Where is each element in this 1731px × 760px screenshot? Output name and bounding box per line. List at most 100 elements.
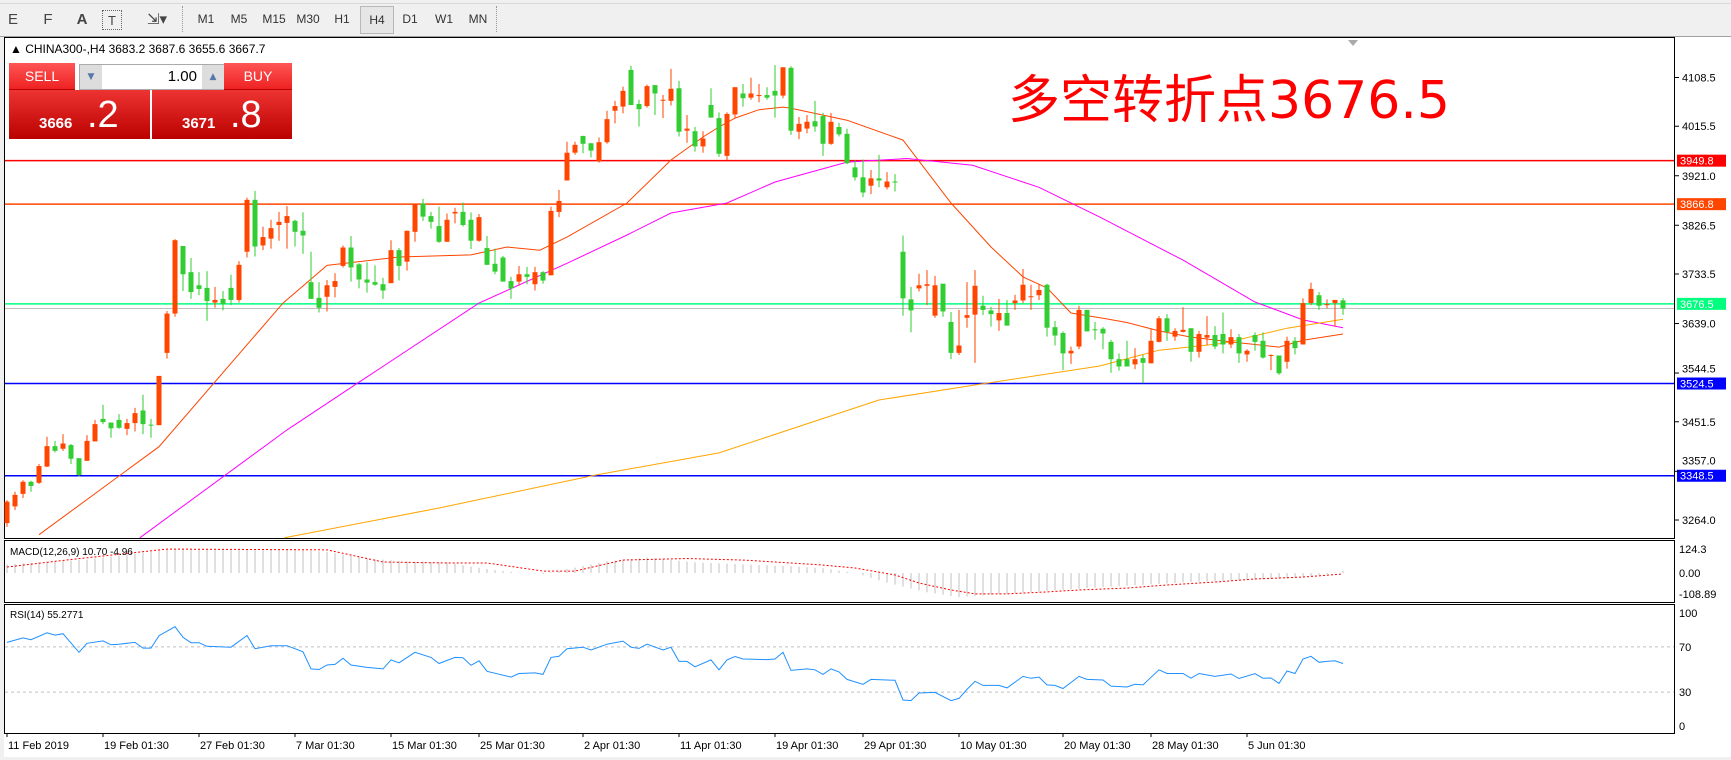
candle [812, 100, 818, 132]
candle [1252, 332, 1258, 351]
candle-body [932, 285, 938, 316]
time-axis-label: 5 Jun 01:30 [1248, 740, 1306, 752]
time-axis-label: 11 Apr 01:30 [680, 740, 742, 752]
lot-size-input[interactable]: 1.00 [167, 68, 197, 85]
candle [876, 154, 882, 188]
candle [404, 230, 410, 271]
pivot-annotation-text: 多空转折点3676.5 [1008, 71, 1450, 131]
lot-decrease-icon[interactable]: ▼ [80, 65, 102, 89]
candle-body [1236, 337, 1242, 354]
candle [1236, 333, 1242, 363]
candle [252, 190, 258, 257]
candle-body [292, 220, 298, 232]
candle [276, 211, 282, 241]
candle [116, 414, 122, 429]
candle [412, 204, 418, 242]
candle-body [1084, 309, 1090, 332]
elliott-wave-icon[interactable]: E [7, 10, 18, 28]
time-axis-label: 10 May 01:30 [960, 740, 1027, 752]
candle [924, 270, 930, 306]
candle-body [172, 240, 178, 314]
arrows-dropdown-icon[interactable]: ⇲ ▾ [140, 6, 174, 32]
timeframe-m30[interactable]: M30 [296, 12, 320, 26]
candle [1284, 336, 1290, 369]
candle [36, 463, 42, 484]
candle [804, 114, 810, 134]
candle-body [44, 446, 50, 467]
candle [852, 160, 858, 181]
candle-body [452, 211, 458, 214]
candle-body [1220, 333, 1226, 345]
time-axis-label: 11 Feb 2019 [8, 740, 69, 752]
price-axis-label: 3544.5 [1682, 364, 1716, 376]
candle [84, 435, 90, 461]
candle-body [772, 90, 778, 96]
lot-increase-icon[interactable]: ▲ [202, 65, 224, 89]
candle [444, 213, 450, 242]
candle-body [476, 217, 482, 241]
menu-strip [0, 0, 1731, 4]
candle-body [52, 446, 58, 451]
candle [1332, 299, 1338, 327]
buy-price-box[interactable]: 3671 .8 [152, 90, 292, 139]
timeframe-h1[interactable]: H1 [334, 12, 350, 26]
timeframe-m5[interactable]: M5 [230, 12, 248, 26]
collapse-triangle-icon[interactable]: ▲ [10, 42, 26, 56]
chart-shift-marker-icon[interactable] [1348, 40, 1358, 46]
sell-price-box[interactable]: 3666 .2 [9, 90, 150, 139]
candle [500, 255, 506, 282]
timeframe-w1[interactable]: W1 [435, 12, 453, 26]
text-icon[interactable]: A [76, 10, 88, 28]
candle [556, 189, 562, 218]
timeframe-h4[interactable]: H4 [360, 6, 394, 34]
candle-body [1044, 284, 1050, 328]
candle-body [1132, 359, 1138, 365]
lot-size-stepper[interactable]: ▼ 1.00 ▲ [79, 64, 225, 90]
candle-body [180, 245, 186, 275]
fibonacci-icon[interactable]: F [43, 10, 53, 28]
candle-body [828, 121, 834, 144]
candle-body [428, 216, 434, 222]
candle [516, 265, 522, 286]
timeframe-mn[interactable]: MN [468, 12, 488, 26]
sell-button[interactable]: SELL [9, 63, 75, 90]
price-tag [1677, 154, 1726, 167]
price-tag-label: 3676.5 [1680, 299, 1714, 311]
candle [100, 404, 106, 425]
candle-body [1100, 328, 1106, 334]
time-axis-label: 19 Apr 01:30 [776, 740, 838, 752]
candle [1204, 316, 1210, 346]
candle-body [404, 230, 410, 262]
timeframe-d1[interactable]: D1 [402, 12, 418, 26]
candle-body [332, 281, 338, 287]
price-axis-label: 3921.0 [1682, 171, 1716, 183]
candle-body [1068, 350, 1074, 354]
candle [324, 280, 330, 312]
candle [188, 258, 194, 299]
text-label-icon[interactable]: T [102, 10, 122, 30]
candle [1044, 283, 1050, 337]
candle [372, 265, 378, 286]
price-tag-label: 3949.8 [1680, 156, 1714, 168]
candle [1228, 329, 1234, 349]
price-axis-label: 3733.5 [1682, 269, 1716, 281]
candle-body [948, 321, 954, 353]
arrows-icon: ⇲ [146, 11, 160, 28]
candle [1052, 320, 1058, 346]
candle-body [1124, 359, 1130, 367]
candle [452, 207, 458, 224]
timeframe-m15[interactable]: M15 [262, 12, 286, 26]
candle [236, 261, 242, 303]
candle-body [1268, 354, 1274, 356]
candle-body [508, 281, 514, 289]
candle [1092, 321, 1098, 340]
candle-body [1228, 337, 1234, 345]
candle-body [228, 287, 234, 300]
candle [460, 202, 466, 227]
candle [388, 240, 394, 284]
buy-button[interactable]: BUY [224, 63, 292, 90]
candle [1292, 337, 1298, 355]
candle [604, 110, 610, 144]
timeframe-m1[interactable]: M1 [197, 12, 215, 26]
